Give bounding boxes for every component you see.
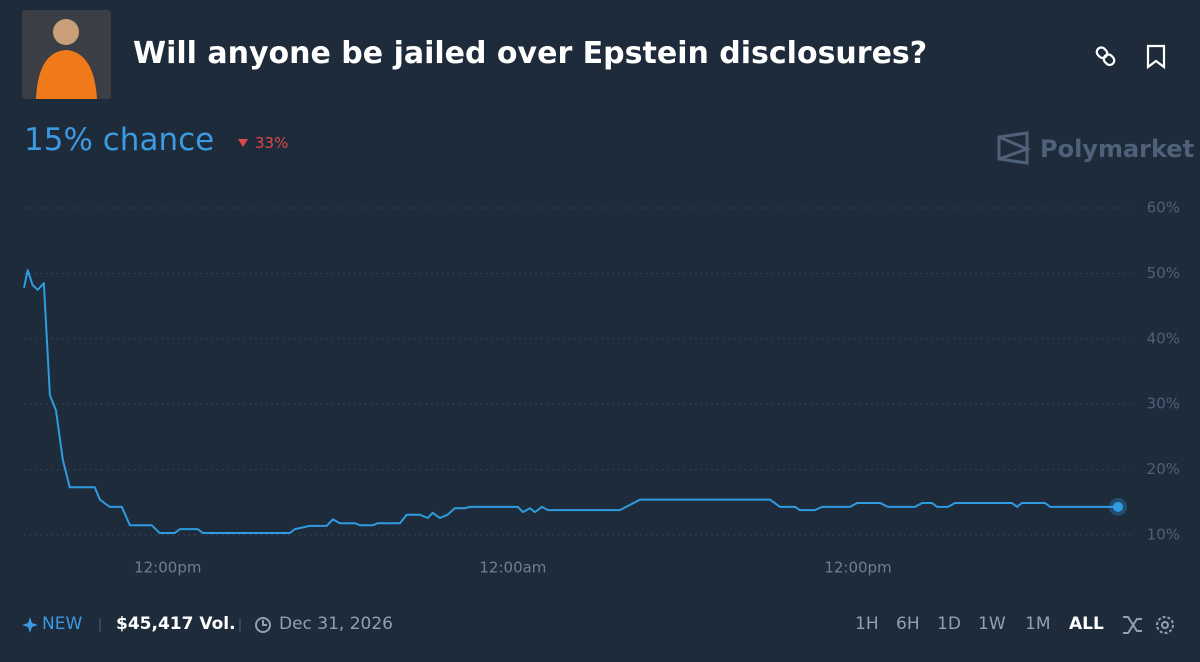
thumbnail-head <box>53 19 79 45</box>
brand: Polymarket <box>1040 135 1195 163</box>
range-button[interactable]: 1D <box>937 614 961 634</box>
link-icon[interactable] <box>1095 46 1116 67</box>
range-button[interactable]: 6H <box>896 614 920 634</box>
range-button[interactable]: 1W <box>978 614 1006 634</box>
chance: 15% chance <box>24 122 215 158</box>
end-date: Dec 31, 2026 <box>279 614 394 634</box>
change: 33% <box>255 134 289 152</box>
down-arrow <box>238 139 248 147</box>
bookmark-icon[interactable] <box>1146 44 1166 70</box>
range-button[interactable]: 1M <box>1025 614 1051 634</box>
range-button[interactable]: 1H <box>855 614 879 634</box>
y-tick-label: 30% <box>1147 395 1180 413</box>
y-tick-label: 60% <box>1147 199 1180 217</box>
thumbnail-body <box>36 50 97 99</box>
shuffle-icon[interactable] <box>1123 616 1142 634</box>
price-line <box>23 269 1118 535</box>
settings-icon-center[interactable] <box>1161 621 1169 629</box>
volume: $45,417 Vol. <box>116 614 236 634</box>
clock-hands <box>262 620 267 626</box>
y-tick-label: 50% <box>1147 264 1180 282</box>
range-button[interactable]: ALL <box>1069 614 1104 634</box>
x-tick-label: 12:00am <box>479 559 546 577</box>
badge: NEW <box>42 614 83 634</box>
y-tick-label: 20% <box>1147 460 1180 478</box>
y-tick-label: 10% <box>1147 526 1180 544</box>
x-tick-label: 12:00pm <box>134 559 201 577</box>
end-dot <box>1113 501 1123 512</box>
settings-icon[interactable] <box>1156 616 1174 634</box>
clock-icon <box>255 617 271 633</box>
x-tick-label: 12:00pm <box>824 559 891 577</box>
market-title: Will anyone be jailed over Epstein discl… <box>133 36 928 71</box>
brand-logo <box>997 131 1032 165</box>
sparkle-icon <box>22 617 38 633</box>
y-tick-label: 40% <box>1147 329 1180 347</box>
